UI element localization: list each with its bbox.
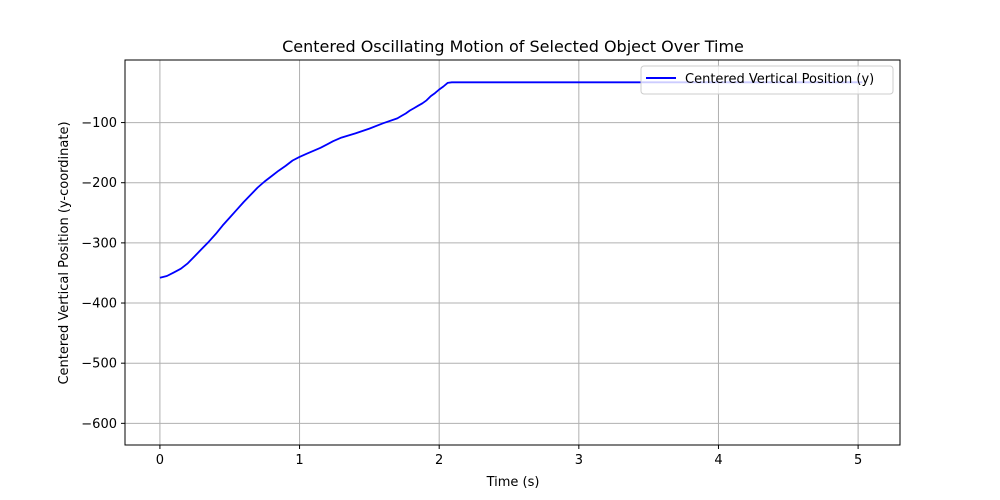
x-tick-label: 0 — [156, 453, 164, 468]
x-axis-ticks: 0 1 2 3 4 5 — [156, 445, 862, 468]
legend-box — [640, 65, 894, 95]
y-tick-label: −400 — [81, 297, 117, 312]
series-layer — [159, 81, 863, 279]
y-tick-label: −300 — [81, 236, 117, 251]
y-tick-label: −200 — [81, 176, 117, 191]
x-tick-label: 2 — [435, 453, 443, 468]
y-tick-label: −500 — [81, 357, 117, 372]
x-tick-label: 4 — [714, 453, 722, 468]
y-axis-ticks: −100 −200 −300 −400 −500 −600 — [81, 116, 125, 432]
chart-title: Centered Oscillating Motion of Selected … — [282, 37, 744, 56]
x-tick-label: 3 — [575, 453, 583, 468]
y-axis-label: Centered Vertical Position (y-coordinate… — [57, 121, 72, 384]
axes-frame — [124, 59, 901, 446]
legend-label: Centered Vertical Position (y) — [685, 72, 874, 87]
series-line — [159, 81, 863, 279]
x-tick-label: 1 — [295, 453, 303, 468]
legend: Centered Vertical Position (y) — [640, 65, 894, 95]
y-tick-label: −600 — [81, 417, 117, 432]
y-tick-label: −100 — [81, 116, 117, 131]
grid — [125, 60, 900, 445]
x-axis-label: Time (s) — [486, 475, 540, 490]
x-tick-label: 5 — [854, 453, 862, 468]
